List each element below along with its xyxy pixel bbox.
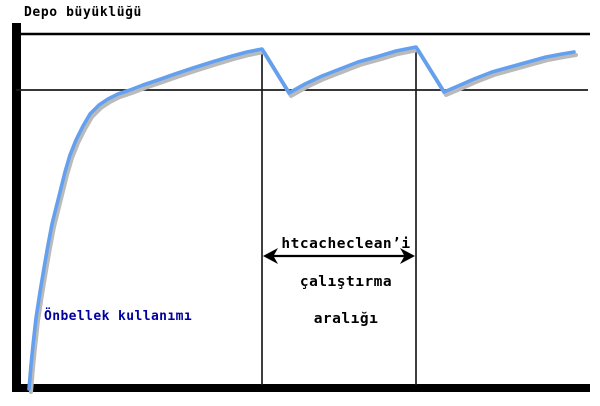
cache-usage-curve-shadow bbox=[29, 48, 578, 394]
htcacheclean-interval-label: htcacheclean’i çalıştırma aralığı bbox=[266, 213, 426, 351]
cache-usage-curve bbox=[27, 45, 576, 391]
y-axis bbox=[12, 23, 21, 392]
arrow-head-right-icon bbox=[400, 248, 415, 264]
arrow-head-left-icon bbox=[263, 248, 278, 264]
x-axis bbox=[12, 384, 590, 392]
interval-arrow bbox=[263, 248, 415, 264]
interval-label-line3: aralığı bbox=[313, 311, 379, 327]
interval-label-line1: htcacheclean’i bbox=[281, 236, 411, 252]
storage-size-label: Depo büyüklüğü bbox=[24, 5, 142, 20]
interval-label-line2: çalıştırma bbox=[299, 273, 393, 290]
cache-usage-label: Önbellek kullanımı bbox=[44, 309, 193, 324]
